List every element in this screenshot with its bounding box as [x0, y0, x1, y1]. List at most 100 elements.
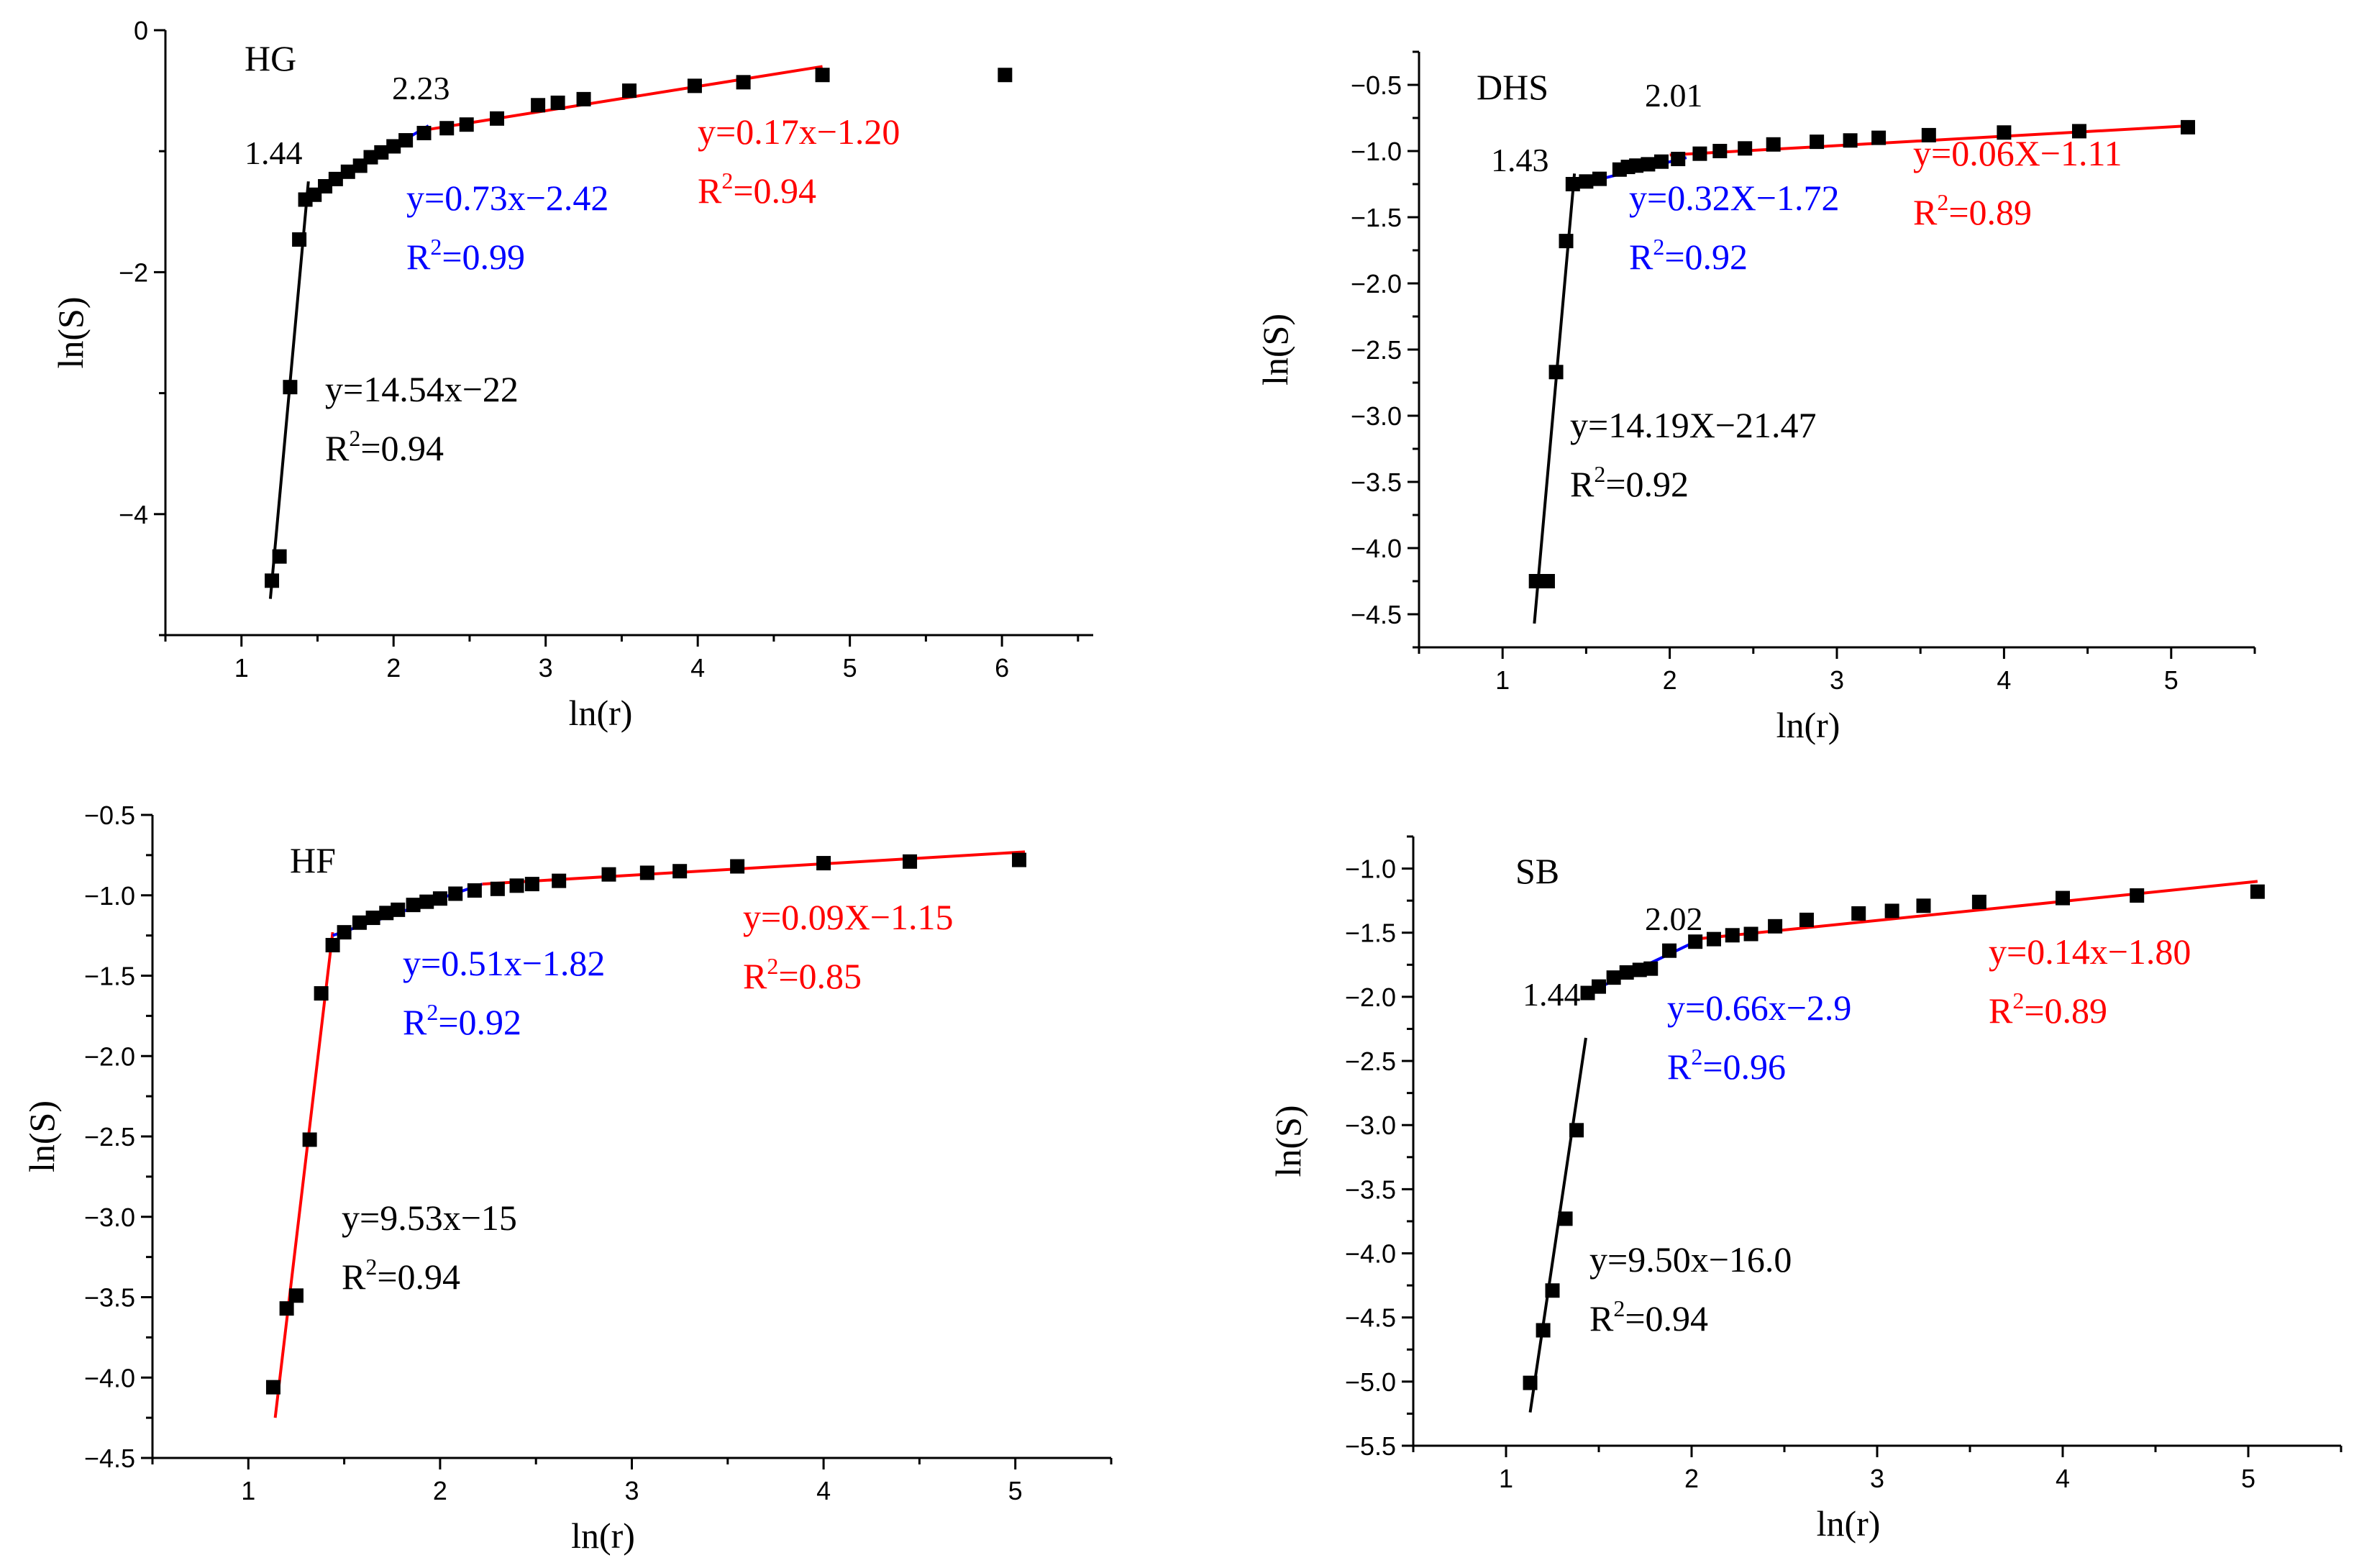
data-point	[998, 68, 1013, 83]
data-point	[325, 938, 340, 953]
data-point	[1548, 365, 1564, 380]
data-point	[419, 894, 434, 909]
data-point	[1580, 985, 1595, 1000]
data-point	[2071, 124, 2086, 139]
y-tick-label: −0.5	[84, 801, 135, 830]
x-tick-label: 5	[843, 653, 857, 683]
x-tick-label: 1	[241, 1476, 255, 1505]
y-tick-label: −1.0	[84, 881, 135, 911]
data-point	[1559, 234, 1574, 249]
data-point	[1692, 146, 1707, 161]
y-tick-label: −3.5	[1345, 1175, 1396, 1204]
data-point	[292, 232, 307, 247]
y-tick-label: −2.5	[1351, 335, 1402, 365]
data-point	[1569, 1123, 1584, 1138]
equation-black: y=9.53x−15	[342, 1198, 517, 1238]
x-tick-label: 2	[1663, 665, 1677, 695]
data-point	[552, 873, 567, 888]
data-point	[1851, 906, 1866, 921]
data-point	[1565, 177, 1580, 191]
data-point	[379, 906, 394, 921]
data-point	[2056, 890, 2070, 906]
data-point	[352, 915, 367, 930]
data-point	[406, 898, 421, 913]
data-point	[1523, 1375, 1538, 1390]
chart-dhs: 1 2 3 4 5 −0.5 −1.0 −1.5 −2.0 −2.5 −3.0 −3.5 −4.0 −4.…	[1255, 50, 2256, 745]
data-point	[2181, 119, 2196, 135]
x-tick-label: 6	[995, 653, 1009, 683]
panel-label: SB	[1515, 851, 1559, 891]
data-point	[672, 864, 688, 879]
r-squared-red: R2=0.85	[743, 953, 862, 996]
data-point	[576, 91, 591, 106]
x-tick-label: 2	[1684, 1464, 1699, 1493]
chart-sb: 1 2 3 4 5 −1.0 −1.5 −2.0 −2.5 −3.0 −3.5 −4.0 −4.5 −5.…	[1268, 835, 2342, 1544]
y-tick-label: −4.0	[84, 1363, 135, 1392]
data-point	[1971, 894, 1986, 909]
x-tick-label: 4	[690, 653, 705, 683]
data-point	[288, 1288, 304, 1303]
y-axis-title: ln(S)	[22, 1100, 62, 1172]
equation-red: y=0.17x−1.20	[698, 111, 900, 152]
x-tick-label: 5	[2164, 665, 2179, 695]
data-point	[448, 886, 463, 901]
data-point	[2130, 888, 2145, 903]
panel-label: DHS	[1477, 67, 1548, 107]
y-tick-label: −1.5	[84, 962, 135, 991]
equation-blue: y=0.51x−1.82	[403, 943, 605, 983]
y-tick-label: −1.5	[1345, 919, 1396, 948]
data-point	[1921, 127, 1936, 142]
data-point	[1662, 943, 1677, 958]
y-tick-label: 0	[134, 16, 148, 45]
fit-line-3	[482, 850, 1026, 886]
data-point	[1997, 125, 2012, 140]
data-point	[1528, 574, 1543, 588]
chart-hg: 1 2 3 4 5 6 0 −2 −4 ln(r) ln(S) HG y=14.54x−22 R2=0.9…	[50, 16, 1093, 733]
r-squared-black: R2=0.92	[1570, 461, 1689, 504]
breakpoint-label: 2.02	[1645, 901, 1703, 937]
y-tick-label: −4.0	[1351, 534, 1402, 563]
data-point	[1738, 141, 1753, 156]
data-point	[1843, 133, 1858, 148]
data-point	[1712, 144, 1728, 158]
data-point	[1536, 1323, 1551, 1338]
equation-black: y=14.19X−21.47	[1570, 405, 1817, 445]
fit-line-3	[1694, 880, 2258, 941]
data-point	[730, 859, 745, 874]
y-axis-title: ln(S)	[1255, 314, 1295, 386]
y-tick-label: −3.0	[1351, 401, 1402, 431]
data-point	[816, 856, 831, 871]
y-tick-label: −2.0	[1345, 983, 1396, 1012]
x-tick-label: 5	[2241, 1464, 2255, 1493]
data-point	[1629, 158, 1644, 173]
x-tick-label: 3	[1870, 1464, 1884, 1493]
y-tick-label: −4.5	[84, 1444, 135, 1473]
data-point	[1619, 965, 1634, 980]
x-tick-label: 4	[1997, 665, 2011, 695]
data-point	[265, 1380, 280, 1395]
x-tick-label: 3	[624, 1476, 639, 1505]
data-point	[903, 854, 918, 869]
fit-line-1	[1528, 1037, 1587, 1413]
x-tick-label: 2	[433, 1476, 447, 1505]
data-point	[1653, 154, 1669, 169]
panel-label: HF	[290, 840, 336, 880]
data-point	[490, 111, 505, 126]
data-point	[340, 164, 355, 179]
data-point	[1558, 1211, 1573, 1226]
data-point	[1592, 171, 1607, 186]
data-point	[302, 1132, 317, 1147]
equation-blue: y=0.32X−1.72	[1629, 178, 1840, 218]
fit-line-1	[1533, 173, 1577, 624]
breakpoint-label: 2.23	[392, 70, 450, 106]
data-point	[639, 865, 654, 880]
data-point	[467, 883, 482, 898]
data-point	[386, 139, 401, 154]
data-point	[1643, 961, 1659, 976]
breakpoint-label: 1.44	[245, 135, 303, 171]
y-tick-label: −4.5	[1351, 600, 1402, 629]
r-squared-blue: R2=0.96	[1667, 1044, 1786, 1087]
data-point	[1768, 919, 1783, 934]
y-tick-label: −1.5	[1351, 203, 1402, 232]
